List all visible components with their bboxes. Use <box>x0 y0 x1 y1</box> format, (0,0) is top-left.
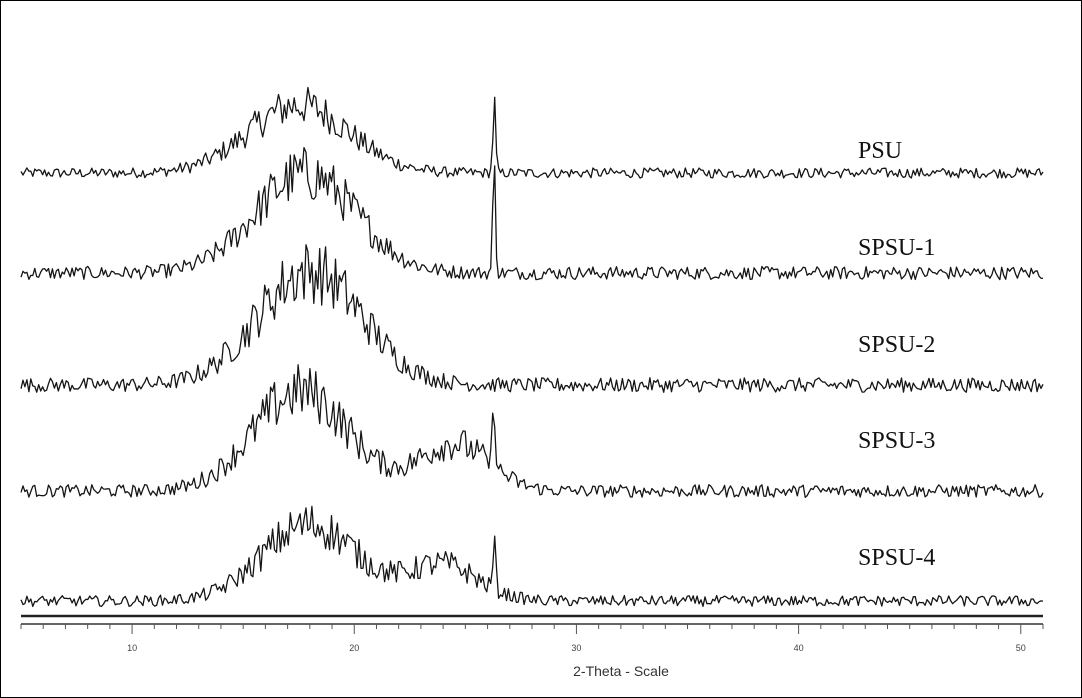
series-label-psu: PSU <box>858 138 902 164</box>
series-line-spsu-2 <box>20 244 1044 393</box>
series-label-spsu-2: SPSU-2 <box>858 332 935 358</box>
series-line-spsu-4 <box>20 505 1044 608</box>
x-axis-title: 2-Theta - Scale <box>573 663 669 679</box>
x-tick-label: 30 <box>571 643 581 653</box>
series-layer <box>20 86 1044 608</box>
x-axis: 10 20 30 40 50 2-Theta - Scale <box>20 614 1044 679</box>
x-tick-label: 10 <box>127 643 137 653</box>
x-ticks: 10 20 30 40 50 <box>20 624 1044 653</box>
series-label-spsu-3: SPSU-3 <box>858 428 935 454</box>
x-tick-label: 50 <box>1016 643 1026 653</box>
x-tick-label: 40 <box>794 643 804 653</box>
series-line-spsu-3 <box>20 364 1044 498</box>
series-label-spsu-4: SPSU-4 <box>858 545 935 571</box>
series-line-spsu-1 <box>20 146 1044 281</box>
x-tick-label: 20 <box>349 643 359 653</box>
series-line-psu <box>20 86 1044 179</box>
legend-labels: PSU SPSU-1 SPSU-2 SPSU-3 SPSU-4 <box>858 138 935 571</box>
series-label-spsu-1: SPSU-1 <box>858 235 935 261</box>
